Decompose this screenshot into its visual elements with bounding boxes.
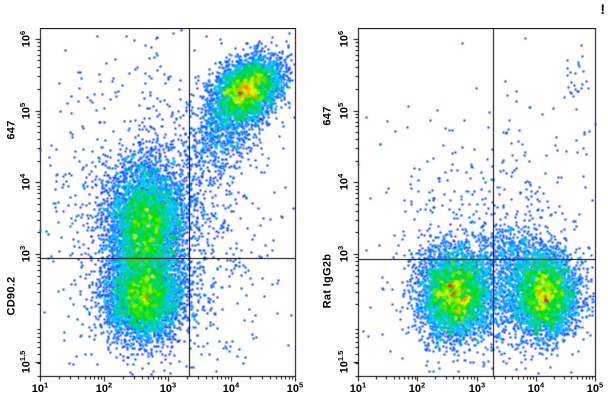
x-axis-tick-label: 104	[222, 380, 240, 395]
y-axis-tick-label: 105	[17, 102, 33, 120]
y-axis-tick-label: 106	[335, 30, 351, 48]
x-axis-tick-label: 101	[349, 380, 367, 395]
y-axis-conjugate-label-647: 647	[5, 120, 18, 140]
x-axis-tick-label: 103	[468, 380, 486, 395]
x-axis-tick-label: 105	[286, 380, 304, 395]
alert-indicator: !	[600, 1, 605, 17]
y-axis-marker-label-cd90-2: CD90.2	[5, 276, 18, 316]
y-axis-tick-label: 106	[17, 30, 33, 48]
x-axis-tick-label: 101	[31, 380, 49, 395]
y-axis-marker-label-rat-igg2b: Rat IgG2b	[321, 253, 334, 309]
x-axis-tick-label: 105	[586, 380, 604, 395]
x-axis-tick-label: 102	[408, 380, 426, 395]
y-axis-tick-label: 103	[17, 245, 33, 263]
density-dot-plot-canvas-cd90-2	[30, 28, 297, 388]
x-axis-tick-label: 103	[159, 380, 177, 395]
y-axis-tick-label: 104	[335, 173, 351, 191]
density-dot-plot-canvas-rat-igg2b	[348, 28, 597, 388]
x-axis-tick-label: 104	[527, 380, 545, 395]
y-axis-conjugate-label-647: 647	[321, 106, 334, 126]
y-axis-tick-label: 101.5	[335, 350, 351, 374]
y-axis-tick-label: 104	[17, 173, 33, 191]
x-axis-tick-label: 102	[95, 380, 113, 395]
y-axis-tick-label: 105	[335, 102, 351, 120]
y-axis-tick-label: 103	[335, 245, 351, 263]
y-axis-tick-label: 101.5	[17, 350, 33, 374]
